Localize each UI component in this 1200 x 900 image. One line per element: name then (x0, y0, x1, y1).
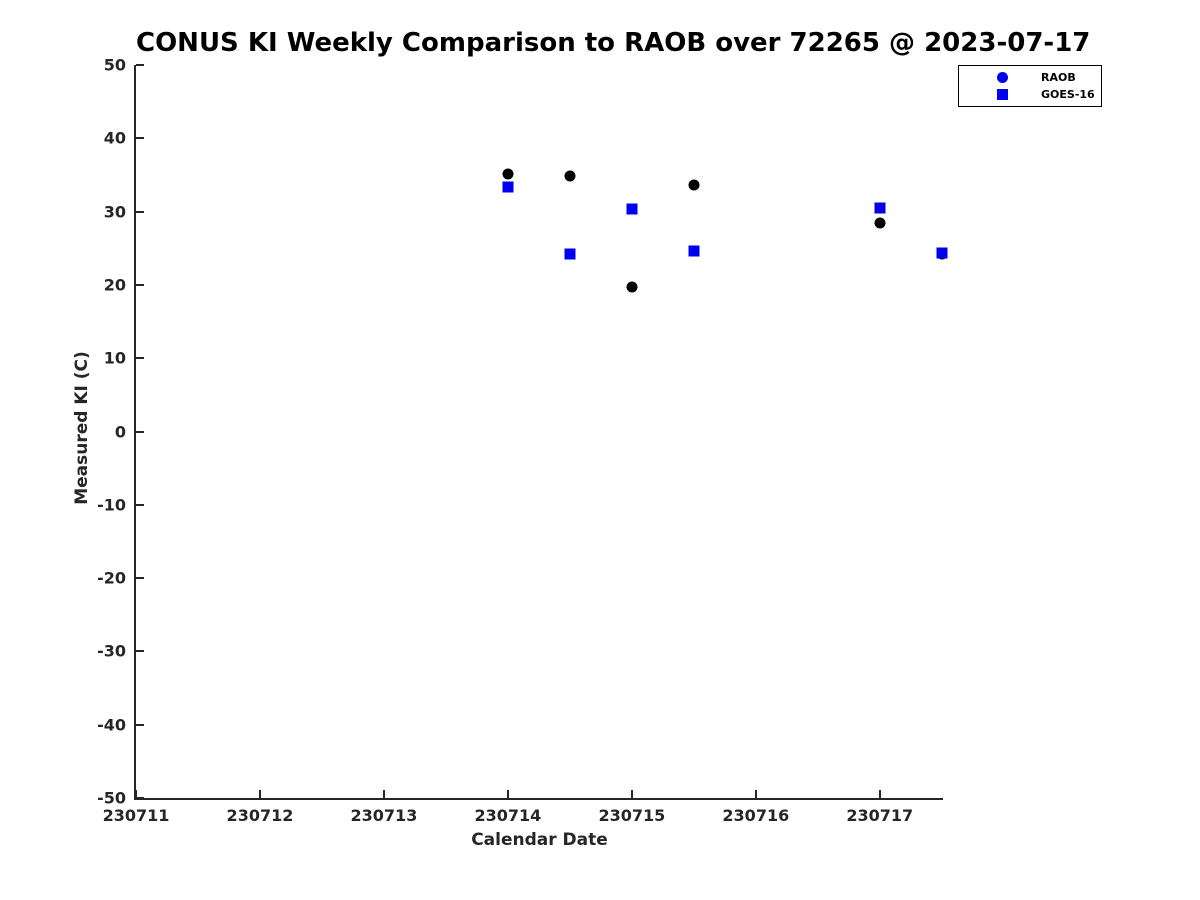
y-tick-mark (136, 64, 144, 66)
data-point-raob (626, 281, 638, 293)
data-point-raob (688, 179, 700, 191)
data-point-goes16 (564, 248, 576, 260)
data-point-goes16 (502, 181, 514, 193)
data-point-raob (874, 217, 886, 229)
y-tick-mark (136, 210, 144, 213)
x-tick-label-230717: 230717 (846, 806, 914, 825)
legend-label-goes16: GOES-16 (1041, 88, 1095, 101)
y-tick-mark (136, 503, 144, 506)
x-tick-mark (382, 790, 385, 798)
legend-entry-goes16: GOES-16 (959, 87, 1101, 102)
y-tick-label-50: 50 (103, 55, 126, 75)
y-tick-label-40: 40 (103, 128, 126, 148)
y-tick-mark (136, 723, 144, 726)
y-tick-label-30: 30 (103, 202, 126, 222)
legend: RAOB GOES-16 (958, 65, 1102, 107)
x-tick-mark (878, 790, 881, 798)
x-tick-label-230715: 230715 (598, 806, 666, 825)
y-tick-mark (136, 577, 144, 580)
x-tick-mark (506, 790, 509, 798)
y-tick-label-20: 20 (103, 275, 126, 295)
y-tick-mark (136, 137, 144, 140)
x-tick-mark (258, 790, 261, 798)
y-tick-mark (136, 650, 144, 653)
data-point-goes16 (688, 245, 700, 257)
x-axis-label: Calendar Date (471, 830, 608, 850)
x-tick-mark (630, 790, 633, 798)
x-tick-label-230714: 230714 (474, 806, 542, 825)
y-tick-mark (136, 430, 144, 433)
legend-label-raob: RAOB (1041, 71, 1076, 84)
y-tick-mark (136, 357, 144, 360)
data-point-goes16 (874, 202, 886, 214)
y-tick-label--40: -40 (97, 715, 126, 735)
y-tick-label-10: 10 (103, 348, 126, 368)
raob-legend-circle-icon (997, 72, 1008, 83)
goes16-legend-square-icon (997, 89, 1008, 100)
x-tick-mark (754, 790, 757, 798)
x-tick-label-230711: 230711 (102, 806, 170, 825)
y-tick-mark (136, 797, 144, 799)
legend-entry-raob: RAOB (959, 70, 1101, 85)
data-point-goes16 (626, 203, 638, 215)
y-tick-label--20: -20 (97, 568, 126, 588)
y-tick-mark (136, 283, 144, 286)
data-point-raob (502, 168, 514, 180)
x-tick-mark (135, 790, 137, 798)
y-tick-label--50: -50 (97, 788, 126, 808)
x-tick-label-230712: 230712 (226, 806, 294, 825)
data-point-goes16 (936, 247, 948, 259)
y-tick-label--10: -10 (97, 495, 126, 515)
plot-area: 230711 230712 230713 230714 230715 230716 2307… (97, 56, 948, 825)
y-tick-label--30: -30 (97, 641, 126, 661)
x-tick-label-230713: 230713 (350, 806, 418, 825)
x-tick-label-230716: 230716 (722, 806, 790, 825)
chart-title: CONUS KI Weekly Comparison to RAOB over … (136, 28, 1091, 58)
data-point-raob (564, 170, 576, 182)
y-tick-label-0: 0 (114, 422, 126, 441)
